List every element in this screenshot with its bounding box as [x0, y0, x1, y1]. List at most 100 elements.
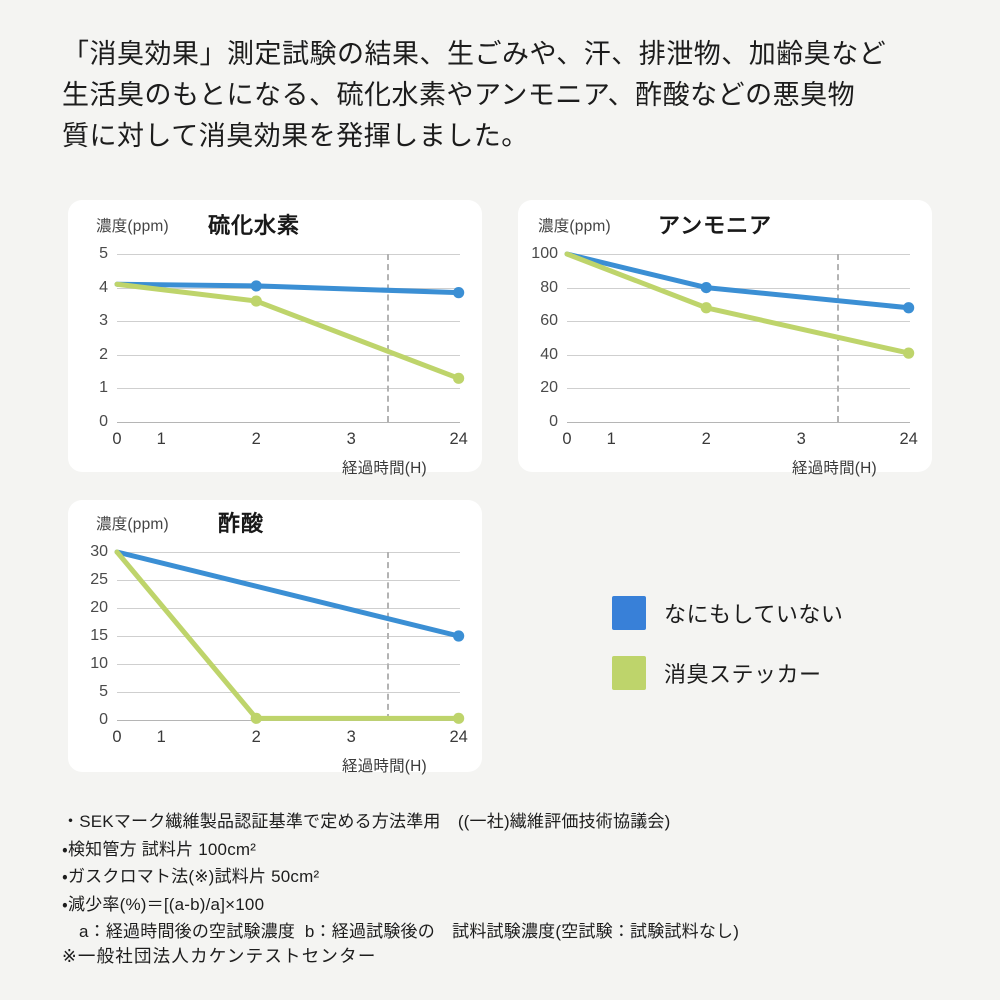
- plot-area-nh3: 濃度(ppm) アンモニア 100 80 60 40 20 0 0 1 2 3 24 経過時間(H): [518, 200, 932, 477]
- data-point-marker: [453, 287, 465, 299]
- x-axis-tick: 3: [346, 430, 356, 448]
- series-line-消臭ステッカー: [114, 549, 462, 721]
- series-line-なにもしていない: [114, 549, 462, 639]
- y-axis-tick: 40: [540, 345, 558, 363]
- x-axis-tick: 2: [701, 430, 711, 448]
- chart-title-acid: 酢酸: [218, 511, 265, 536]
- series-line-なにもしていない: [564, 251, 912, 311]
- data-point-marker: [250, 712, 262, 724]
- x-axis-tick: 24: [449, 430, 468, 448]
- gridline: [567, 422, 910, 423]
- y-axis-tick: 10: [90, 655, 108, 672]
- series-layer-acid: [114, 549, 465, 724]
- footnote-line: ・検知管方 試料片 100cm²: [62, 839, 257, 859]
- x-axis-tick: 24: [449, 728, 468, 746]
- legend-label: なにもしていない: [664, 602, 844, 627]
- data-point-marker: [700, 282, 712, 294]
- gridline: [567, 254, 910, 255]
- y-axis-tick: 3: [99, 312, 108, 330]
- x-axis-tick: 0: [112, 728, 122, 746]
- series-line-消臭ステッカー: [114, 281, 462, 381]
- data-point-marker: [453, 712, 465, 724]
- plot-area-acid: 濃度(ppm) 酢酸 30 25 20 15 10 5 0 0 1 2 3 24 経過時間(H): [68, 500, 482, 775]
- y-axis-tick: 60: [540, 312, 558, 330]
- x-axis-tick: 3: [346, 728, 356, 746]
- y-axis-tick: 0: [99, 711, 108, 728]
- y-axis-unit-label: 濃度(ppm): [538, 218, 611, 235]
- gridline: [117, 580, 460, 581]
- chart-title-h2s: 硫化水素: [208, 213, 301, 238]
- x-axis-tick: 1: [156, 728, 166, 746]
- y-axis-unit-label: 濃度(ppm): [96, 516, 169, 533]
- gridline: [117, 254, 460, 255]
- gridline: [117, 388, 460, 390]
- y-axis-tick: 0: [99, 413, 108, 430]
- x-axis-tick: 2: [251, 430, 261, 448]
- gridline: [117, 422, 460, 423]
- gridline: [117, 636, 460, 637]
- source-note: ※一般社団法人カケンテストセンター: [62, 946, 377, 966]
- time-break-divider: [386, 254, 389, 422]
- gridline: [117, 692, 460, 693]
- x-axis-tick: 24: [899, 430, 918, 448]
- chart-card-acetic-acid: 濃度(ppm) 酢酸 30 25 20 15 10 5 0 0 1 2 3 24 経過時間(H): [68, 500, 482, 775]
- legend-item-untreated: なにもしていない: [612, 596, 843, 630]
- y-axis-tick: 5: [99, 683, 108, 700]
- x-axis-tick: 2: [251, 728, 261, 746]
- gridline: [117, 321, 460, 323]
- legend-swatch-icon: [612, 596, 646, 630]
- data-point-marker: [453, 630, 465, 642]
- gridline: [567, 354, 910, 356]
- data-point-marker: [903, 302, 915, 314]
- y-axis-tick: 20: [540, 379, 558, 397]
- data-point-marker: [700, 302, 712, 314]
- footnote-list: ・SEKマーク繊維製品認証基準で定める方法準用 ((一社)繊維評価技術協議会) ・…: [62, 808, 962, 946]
- series-layer-h2s: [114, 280, 465, 384]
- y-axis-tick: 30: [90, 543, 108, 560]
- plot-area-h2s: 濃度(ppm) 硫化水素 5 4 3 2 1 0 0 1 2 3 24 経過時間(H): [68, 200, 482, 477]
- footnote-line: ・SEKマーク繊維製品認証基準で定める方法準用 ((一社)繊維評価技術協議会): [62, 812, 671, 831]
- chart-card-hydrogen-sulfide: 濃度(ppm) 硫化水素 5 4 3 2 1 0 0 1 2 3 24 経過時間(H): [68, 200, 482, 477]
- data-point-marker: [903, 347, 915, 359]
- legend-swatch-icon: [612, 656, 646, 690]
- data-point-marker: [453, 372, 465, 384]
- data-point-marker: [250, 295, 262, 307]
- time-break-divider: [386, 552, 389, 720]
- series-layer-nh3: [564, 251, 915, 359]
- y-axis-tick: 5: [99, 245, 108, 262]
- x-axis-tick: 3: [796, 430, 806, 448]
- gridline: [567, 321, 910, 323]
- y-axis-tick: 4: [99, 278, 108, 296]
- data-point-marker: [250, 280, 262, 292]
- y-axis-unit-label: 濃度(ppm): [96, 218, 169, 235]
- y-axis-tick: 100: [531, 245, 558, 262]
- y-axis-tick: 1: [99, 379, 108, 397]
- footnote-line: a：経過時間後の空試験濃度 b：経過試験後の 試料試験濃度(空試験：試験試料なし…: [79, 922, 740, 942]
- chart-legend: なにもしていない 消臭ステッカー: [612, 596, 843, 716]
- x-axis-tick: 1: [156, 430, 166, 448]
- y-axis-tick: 25: [90, 571, 108, 588]
- gridline: [117, 354, 460, 356]
- y-axis-tick: 80: [540, 278, 558, 296]
- x-axis-tick: 0: [112, 430, 122, 448]
- x-axis-tick: 1: [606, 430, 616, 448]
- x-axis-tick: 0: [562, 430, 572, 448]
- y-axis-tick: 15: [90, 627, 108, 644]
- gridline: [117, 608, 460, 609]
- gridline: [117, 552, 460, 553]
- legend-item-sticker: 消臭ステッカー: [612, 656, 843, 690]
- gridline: [117, 664, 460, 665]
- legend-label: 消臭ステッカー: [664, 662, 822, 687]
- y-axis-tick: 2: [99, 345, 108, 363]
- x-axis-label: 経過時間(H): [342, 460, 427, 477]
- footnote-line: ・減少率(%)＝[(a-b)/a]×100: [62, 894, 265, 914]
- y-axis-tick: 0: [549, 413, 558, 430]
- page-headline: 「消臭効果」測定試験の結果、生ごみや、汗、排泄物、加齢臭など 生活臭のもとになる…: [62, 39, 887, 152]
- x-axis-label: 経過時間(H): [792, 460, 877, 477]
- y-axis-tick: 20: [90, 599, 108, 616]
- gridline: [567, 287, 910, 289]
- gridline: [567, 388, 910, 390]
- chart-title-nh3: アンモニア: [658, 213, 773, 238]
- chart-card-ammonia: 濃度(ppm) アンモニア 100 80 60 40 20 0 0 1 2 3 24 経過時間(H): [518, 200, 932, 477]
